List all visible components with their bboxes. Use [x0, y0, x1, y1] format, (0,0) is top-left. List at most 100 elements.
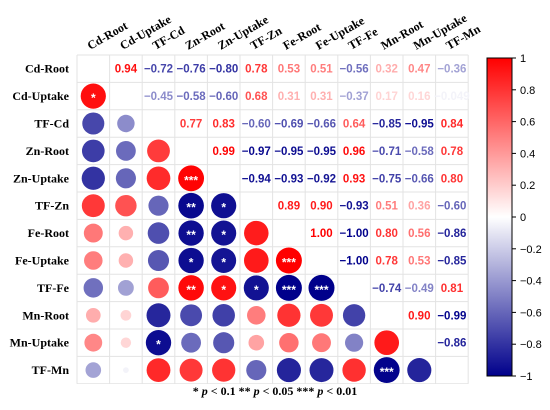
- correlation-value: −0.75: [372, 173, 402, 185]
- correlation-value: 0.31: [278, 91, 301, 103]
- colorbar-tick-label: 0: [520, 212, 526, 224]
- correlation-circle: [118, 253, 134, 268]
- significance-mark: *: [91, 91, 96, 105]
- correlation-circle: [148, 195, 169, 216]
- correlation-circle: [84, 251, 103, 270]
- correlation-value: 0.16: [408, 91, 430, 103]
- colorbar-tick-label: −0.4: [520, 276, 542, 288]
- row-label: Mn-Uptake: [10, 336, 70, 350]
- correlation-circle: [275, 247, 302, 274]
- correlation-value: 0.64: [343, 119, 366, 131]
- correlation-circle: [116, 141, 136, 161]
- correlation-circle: [146, 303, 171, 328]
- caption-mark-1: *: [192, 384, 199, 398]
- correlation-circle: [120, 309, 132, 321]
- correlation-value: 0.83: [213, 119, 235, 131]
- colorbar-tick-label: 0.6: [520, 117, 535, 129]
- caption-threshold-2: < 0.05: [259, 384, 297, 398]
- correlation-value: 0.93: [343, 173, 365, 185]
- correlation-value: 1.00: [310, 228, 332, 240]
- significance-mark: *: [221, 256, 226, 270]
- correlation-circle: [179, 358, 203, 382]
- correlation-value: −1.00: [340, 256, 369, 268]
- caption-threshold-3: < 0.01: [323, 384, 358, 398]
- correlation-circle: [248, 334, 265, 351]
- correlation-circle: [211, 193, 237, 219]
- correlation-circle: [80, 83, 106, 109]
- column-labels: Cd-RootCd-UptakeTF-CdZn-RootZn-UptakeTF-…: [85, 10, 483, 52]
- correlation-circle: [147, 139, 170, 163]
- correlation-circle: [213, 332, 235, 354]
- caption-p-2: p: [253, 384, 260, 398]
- correlation-value: −0.93: [274, 173, 303, 185]
- correlation-value: 0.80: [441, 173, 463, 185]
- colorbar-tick-label: 0.8: [520, 85, 535, 97]
- correlation-circle: [115, 194, 137, 217]
- correlation-circle: [181, 332, 202, 353]
- correlation-circle: [81, 166, 105, 190]
- correlation-circle: [85, 307, 101, 323]
- correlation-value: 0.32: [376, 64, 398, 76]
- correlation-value: −0.86: [437, 338, 466, 350]
- correlation-value: −0.60: [437, 201, 466, 213]
- significance-mark: *: [156, 338, 161, 352]
- correlation-value: −1.00: [340, 228, 369, 240]
- correlation-value: 0.51: [310, 64, 333, 76]
- correlation-value: −0.49: [405, 283, 434, 295]
- colorbar-tick-label: −0.8: [520, 339, 542, 351]
- correlation-circle: [211, 248, 237, 273]
- caption-mark-3: ***: [296, 384, 315, 398]
- correlation-circle: [118, 225, 134, 241]
- caption-threshold-1: < 0.1: [207, 384, 239, 398]
- correlation-value: −0.72: [144, 64, 173, 76]
- correlation-circle: [309, 358, 334, 383]
- correlation-circle: [145, 330, 172, 356]
- correlation-circle: [247, 306, 266, 325]
- correlation-value: −0.58: [405, 146, 435, 158]
- correlation-circle: [243, 248, 269, 273]
- correlation-circle: [308, 274, 335, 301]
- correlation-circle: [345, 333, 364, 352]
- correlation-value: −0.049: [434, 91, 470, 103]
- correlation-circle: [146, 358, 171, 383]
- correlation-circle: [243, 275, 269, 301]
- row-label: Mn-Root: [22, 308, 69, 322]
- colorbar: 1 0.8 0.6 0.4 0.2 0 −0.2 −0.4 −0.6 −0.8 −1: [486, 53, 542, 383]
- correlation-circle: [407, 358, 432, 383]
- correlation-value: 0.56: [408, 228, 430, 240]
- correlation-value: −0.71: [372, 146, 402, 158]
- correlation-value: −0.95: [274, 146, 304, 158]
- correlation-circle: [146, 166, 171, 191]
- correlation-circle: [115, 168, 136, 189]
- correlation-value: 0.80: [376, 228, 398, 240]
- correlation-value: −0.66: [405, 173, 434, 185]
- correlation-value: 0.94: [115, 64, 138, 76]
- colorbar-tick-label: 0.2: [520, 180, 535, 192]
- correlation-value: −0.56: [340, 64, 369, 76]
- correlation-value: −0.95: [307, 146, 337, 158]
- correlation-circle: [147, 249, 170, 272]
- correlation-circle: [117, 279, 134, 296]
- row-label: TF-Mn: [32, 363, 70, 377]
- correlation-circle: [85, 362, 102, 378]
- correlation-value: −0.94: [242, 173, 272, 185]
- significance-mark: ***: [282, 283, 296, 297]
- significance-mark: **: [186, 283, 196, 297]
- correlation-value: −0.86: [437, 228, 466, 240]
- correlogram-chart: Cd-Root Cd-Uptake TF-Cd Zn-Root Zn-Uptake TF-…: [10, 10, 542, 384]
- row-label: Cd-Root: [25, 62, 69, 76]
- correlation-circle: [81, 139, 105, 163]
- correlation-circle: [246, 360, 267, 381]
- correlation-value: 0.53: [408, 256, 430, 268]
- correlation-value: −0.76: [177, 64, 206, 76]
- correlation-value: 0.89: [278, 201, 300, 213]
- correlation-circle: [212, 358, 236, 382]
- correlation-circle: [178, 192, 204, 219]
- correlation-value: 0.90: [310, 201, 332, 213]
- correlation-value: 0.78: [245, 64, 268, 76]
- correlation-circle: [120, 337, 132, 348]
- correlation-value: −0.37: [340, 91, 369, 103]
- significance-mark: ***: [184, 173, 198, 187]
- correlation-value: 0.90: [408, 310, 430, 322]
- row-label: TF-Zn: [35, 199, 69, 213]
